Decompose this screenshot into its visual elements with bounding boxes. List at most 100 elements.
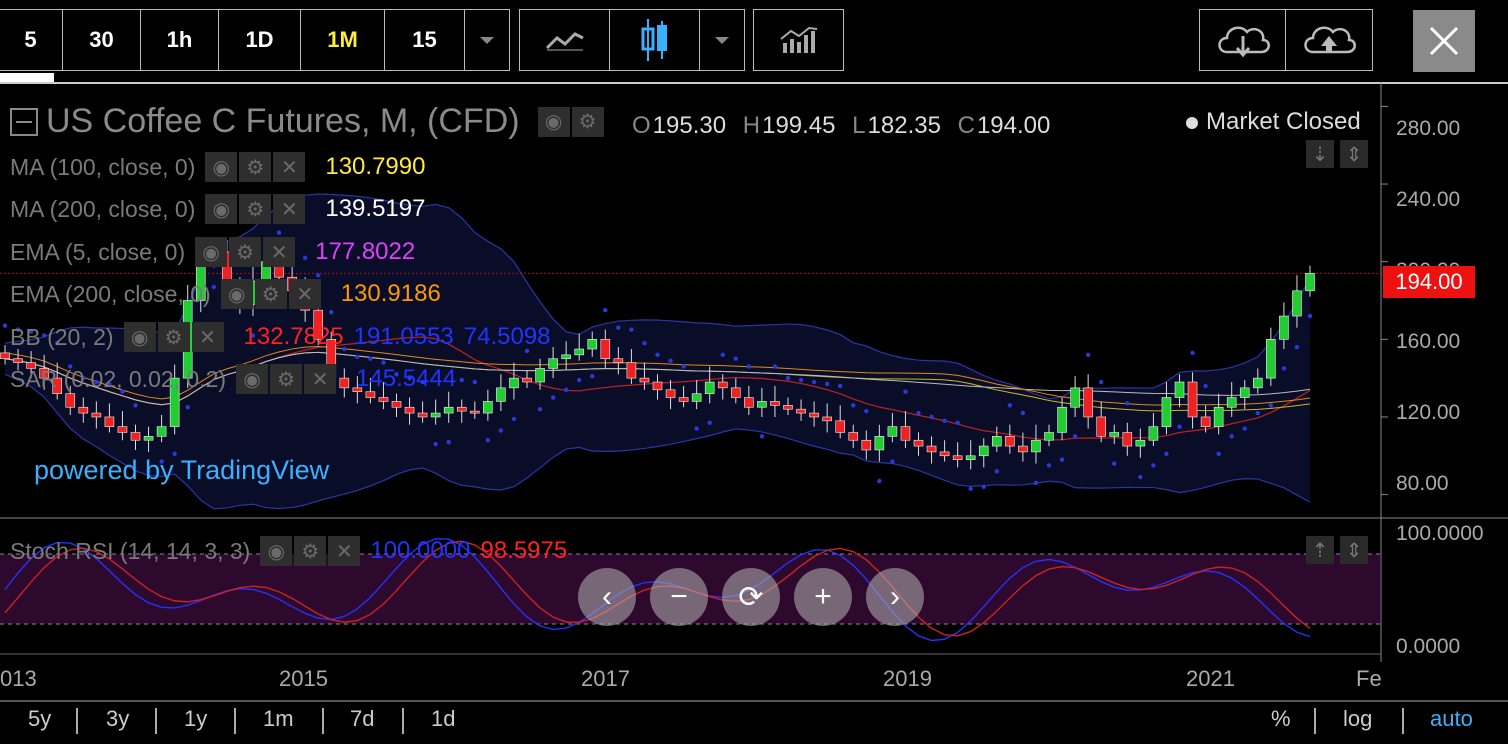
gear-icon[interactable]: ⚙	[254, 279, 287, 309]
candle-body	[965, 455, 976, 460]
gear-icon[interactable]: ⚙	[229, 237, 262, 267]
divider	[234, 708, 236, 734]
sar-dot	[563, 387, 569, 392]
log-scale-button[interactable]: log	[1343, 706, 1373, 731]
move-up-icon[interactable]: ⇡	[1306, 536, 1334, 564]
eye-icon[interactable]: ◉	[123, 322, 156, 352]
candle-body	[1213, 406, 1224, 427]
eye-icon[interactable]: ◉	[220, 279, 253, 309]
candle-body	[548, 358, 558, 369]
close-icon[interactable]: ✕	[191, 322, 224, 352]
gear-icon[interactable]: ⚙	[270, 364, 303, 394]
sar-dot	[629, 327, 634, 332]
candle-body	[1031, 439, 1041, 453]
interval-5[interactable]: 5	[0, 10, 63, 70]
sar-dot	[994, 469, 999, 474]
ohlc-values: O195.30 H199.45 L182.35 C194.00	[632, 112, 1060, 140]
indicator-name: SAR (0.02, 0.02, 0.2)	[10, 365, 227, 392]
eye-icon[interactable]: ◉	[537, 106, 570, 137]
candlestick-chart-button[interactable]	[610, 10, 700, 70]
indicators-group	[753, 9, 844, 71]
sar-dot	[590, 373, 595, 379]
interval-1d[interactable]: 1D	[219, 10, 301, 70]
chart-area[interactable]: US Coffee C Futures, M, (CFD) ◉ ⚙ O195.3…	[0, 82, 1508, 744]
candle-body	[874, 436, 885, 451]
range-1d[interactable]: 1d	[431, 706, 456, 731]
collapse-legend-icon[interactable]	[10, 107, 38, 136]
indicator-actions: ◉ ⚙ ✕	[123, 322, 224, 352]
eye-icon[interactable]: ◉	[260, 536, 293, 566]
gear-icon[interactable]: ⚙	[157, 322, 190, 352]
sar-dot	[250, 333, 256, 338]
candle-body	[1200, 416, 1211, 427]
time-tick: 2015	[279, 666, 328, 691]
candle-body	[1187, 381, 1198, 418]
candle-body	[822, 416, 832, 422]
sar-dot	[472, 379, 477, 385]
sar-dot	[446, 439, 451, 445]
indicators-button[interactable]	[754, 10, 843, 70]
market-status: Market Closed	[1186, 108, 1361, 136]
close-icon[interactable]: ✕	[328, 536, 361, 566]
range-bar: 5y 3y 1y 1m 7d 1d % log auto	[0, 700, 1508, 744]
candle-body	[770, 401, 780, 406]
interval-30[interactable]: 30	[63, 10, 141, 70]
scroll-left-button[interactable]: ‹	[578, 568, 636, 626]
candle-body	[926, 445, 937, 453]
range-7d[interactable]: 7d	[350, 706, 375, 731]
close-icon[interactable]: ✕	[288, 279, 321, 309]
sar-dot	[903, 389, 908, 394]
interval-1h[interactable]: 1h	[141, 10, 219, 70]
candle-body	[156, 426, 167, 437]
gear-icon[interactable]: ⚙	[239, 194, 272, 224]
candle-body	[39, 368, 49, 379]
interval-1m[interactable]: 1M	[301, 10, 385, 70]
move-down-icon[interactable]: ⇣	[1306, 140, 1334, 168]
range-1m[interactable]: 1m	[263, 706, 294, 731]
candle-body	[587, 339, 598, 350]
close-icon[interactable]: ✕	[273, 194, 306, 224]
maximize-pane-icon[interactable]: ⇕	[1340, 140, 1368, 168]
eye-icon[interactable]: ◉	[205, 152, 238, 182]
zoom-out-button[interactable]: −	[650, 568, 708, 626]
range-1y[interactable]: 1y	[184, 706, 208, 731]
powered-by-link[interactable]: powered by TradingView	[34, 455, 330, 485]
interval-dropdown[interactable]	[465, 10, 509, 70]
interval-15[interactable]: 15	[385, 10, 465, 70]
range-3y[interactable]: 3y	[106, 706, 130, 731]
scroll-right-button[interactable]: ›	[866, 568, 924, 626]
indicator-row: MA (100, close, 0) ◉ ⚙ ✕ 130.7990	[10, 152, 425, 182]
chart-style-dropdown[interactable]	[700, 10, 744, 70]
candle-body	[952, 455, 963, 460]
zoom-in-button[interactable]: +	[794, 568, 852, 626]
cloud-upload-button[interactable]	[1286, 10, 1372, 70]
maximize-pane-icon[interactable]: ⇕	[1340, 536, 1368, 564]
sar-dot	[1085, 352, 1091, 358]
gear-icon[interactable]: ⚙	[294, 536, 327, 566]
candle-body	[522, 377, 532, 383]
gear-icon[interactable]: ⚙	[571, 106, 604, 137]
sar-dot	[1203, 383, 1208, 389]
gear-icon[interactable]: ⚙	[239, 152, 272, 182]
indicator-row: EMA (5, close, 0) ◉ ⚙ ✕ 177.8022	[10, 237, 415, 267]
close-icon[interactable]: ✕	[273, 152, 306, 182]
sar-dot	[68, 364, 73, 369]
cloud-upload-icon	[1304, 26, 1356, 54]
sar-dot	[81, 375, 86, 381]
sar-dot	[511, 416, 517, 422]
cloud-download-button[interactable]	[1200, 10, 1286, 70]
eye-icon[interactable]: ◉	[195, 237, 228, 267]
close-icon[interactable]: ✕	[304, 364, 337, 394]
candle-body	[704, 381, 715, 394]
close-button[interactable]	[1413, 10, 1475, 72]
line-chart-button[interactable]	[520, 10, 610, 70]
eye-icon[interactable]: ◉	[205, 194, 238, 224]
auto-scale-button[interactable]: auto	[1430, 706, 1473, 731]
sar-dot	[759, 434, 765, 439]
close-icon[interactable]: ✕	[263, 237, 296, 267]
eye-icon[interactable]: ◉	[236, 364, 269, 394]
range-5y[interactable]: 5y	[28, 706, 52, 731]
candle-body	[665, 389, 676, 398]
reset-button[interactable]: ⟳	[722, 568, 780, 626]
percent-scale-button[interactable]: %	[1271, 706, 1291, 731]
